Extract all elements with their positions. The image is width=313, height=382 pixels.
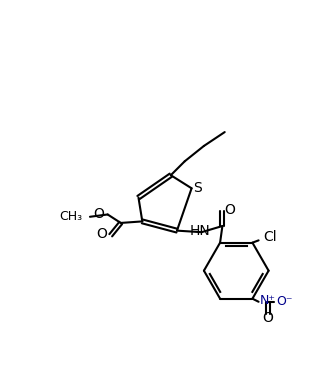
Text: N⁺: N⁺ (260, 295, 276, 308)
Text: O⁻: O⁻ (276, 295, 293, 308)
Text: O: O (96, 228, 107, 241)
Text: CH₃: CH₃ (59, 210, 82, 223)
Text: O: O (262, 311, 273, 325)
Text: O: O (93, 207, 104, 222)
Text: Cl: Cl (263, 230, 277, 243)
Text: O: O (225, 203, 236, 217)
Text: HN: HN (190, 224, 210, 238)
Text: S: S (193, 181, 202, 195)
